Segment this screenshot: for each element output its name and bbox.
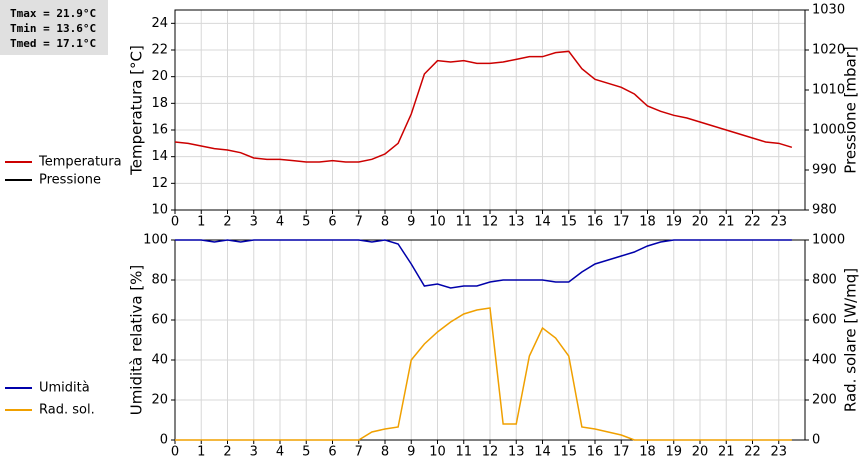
x-tick-label: 8 [381, 445, 389, 460]
y-tick-label: 10 [151, 203, 168, 218]
y-tick-label: 22 [151, 43, 168, 58]
y2-tick-label: 1010 [812, 83, 845, 98]
y2-tick-label: 200 [812, 393, 837, 408]
x-tick-label: 5 [302, 215, 310, 230]
y-axis-label: Temperatura [°C] [128, 45, 146, 176]
legend-label: Umidità [39, 381, 90, 396]
x-tick-label: 20 [692, 445, 709, 460]
x-tick-label: 3 [250, 445, 258, 460]
x-tick-label: 3 [250, 215, 258, 230]
x-tick-label: 4 [276, 445, 284, 460]
y-tick-label: 18 [151, 96, 168, 111]
y2-tick-label: 1030 [812, 3, 845, 18]
x-tick-label: 23 [770, 215, 787, 230]
series-line [175, 239, 792, 289]
y-tick-label: 100 [143, 233, 168, 248]
x-tick-label: 18 [639, 215, 656, 230]
x-tick-label: 8 [381, 215, 389, 230]
x-tick-label: 19 [665, 445, 682, 460]
y2-tick-label: 980 [812, 203, 837, 218]
y-tick-label: 16 [151, 123, 168, 138]
stat: Tmed = 17.1°C [10, 37, 96, 50]
x-tick-label: 7 [355, 215, 363, 230]
y2-axis-label: Pressione [mbar] [842, 46, 860, 174]
y-tick-label: 20 [151, 69, 168, 84]
x-tick-label: 12 [482, 445, 499, 460]
y-tick-label: 14 [151, 149, 168, 164]
y-tick-label: 80 [151, 273, 168, 288]
y2-tick-label: 800 [812, 273, 837, 288]
x-tick-label: 10 [429, 445, 446, 460]
x-tick-label: 13 [508, 445, 525, 460]
y-tick-label: 12 [151, 176, 168, 191]
x-tick-label: 22 [744, 215, 761, 230]
x-tick-label: 17 [613, 445, 630, 460]
x-tick-label: 21 [718, 445, 735, 460]
x-tick-label: 6 [328, 445, 336, 460]
x-tick-label: 11 [455, 445, 472, 460]
x-tick-label: 20 [692, 215, 709, 230]
plot-frame [174, 9, 806, 211]
x-tick-label: 7 [355, 445, 363, 460]
stat: Tmax = 21.9°C [10, 7, 96, 20]
x-tick-label: 5 [302, 445, 310, 460]
stat: Tmin = 13.6°C [10, 22, 96, 35]
x-tick-label: 9 [407, 445, 415, 460]
x-tick-label: 2 [223, 215, 231, 230]
y2-tick-label: 1000 [812, 123, 845, 138]
x-tick-label: 11 [455, 215, 472, 230]
y-tick-label: 40 [151, 353, 168, 368]
x-tick-label: 15 [560, 215, 577, 230]
x-tick-label: 16 [587, 445, 604, 460]
y2-axis-label: Rad. solare [W/mq] [842, 268, 860, 412]
x-tick-label: 17 [613, 215, 630, 230]
x-tick-label: 2 [223, 445, 231, 460]
y2-tick-label: 0 [812, 433, 820, 448]
y-axis-label: Umidità relativa [%] [128, 265, 146, 416]
y2-tick-label: 1020 [812, 43, 845, 58]
y-tick-label: 24 [151, 16, 168, 31]
x-tick-label: 4 [276, 215, 284, 230]
series-line [175, 307, 792, 441]
x-tick-label: 10 [429, 215, 446, 230]
x-tick-label: 6 [328, 215, 336, 230]
plot-frame [174, 239, 806, 441]
legend-label: Pressione [39, 173, 101, 188]
x-tick-label: 18 [639, 445, 656, 460]
x-tick-label: 22 [744, 445, 761, 460]
x-tick-label: 1 [197, 215, 205, 230]
x-tick-label: 13 [508, 215, 525, 230]
y-tick-label: 60 [151, 313, 168, 328]
x-tick-label: 14 [534, 215, 551, 230]
x-tick-label: 9 [407, 215, 415, 230]
y2-tick-label: 1000 [812, 233, 845, 248]
y2-tick-label: 990 [812, 163, 837, 178]
x-tick-label: 21 [718, 215, 735, 230]
y-tick-label: 0 [160, 433, 168, 448]
legend-label: Temperatura [38, 155, 122, 170]
x-tick-label: 16 [587, 215, 604, 230]
stats-box [0, 0, 108, 55]
x-tick-label: 19 [665, 215, 682, 230]
x-tick-label: 0 [171, 215, 179, 230]
legend-label: Rad. sol. [39, 403, 95, 418]
y-tick-label: 20 [151, 393, 168, 408]
y2-tick-label: 400 [812, 353, 837, 368]
y2-tick-label: 600 [812, 313, 837, 328]
x-tick-label: 14 [534, 445, 551, 460]
x-tick-label: 12 [482, 215, 499, 230]
x-tick-label: 15 [560, 445, 577, 460]
x-tick-label: 23 [770, 445, 787, 460]
x-tick-label: 0 [171, 445, 179, 460]
x-tick-label: 1 [197, 445, 205, 460]
series-line [174, 50, 793, 163]
